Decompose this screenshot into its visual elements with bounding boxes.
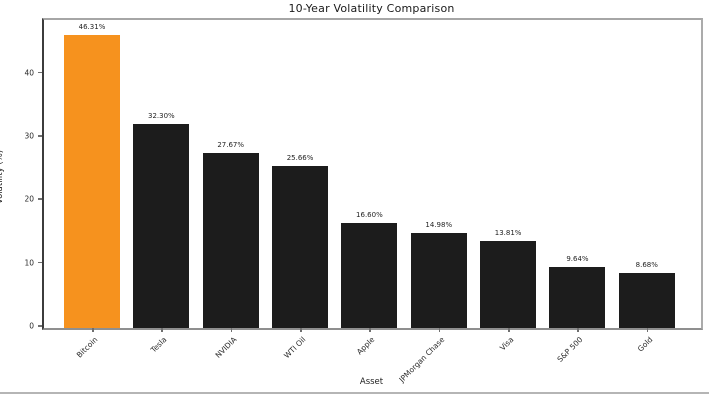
x-tick-label-visa: Visa xyxy=(498,335,516,353)
y-tick-label-30: 30 xyxy=(24,131,34,141)
bar-jpmorgan-chase xyxy=(410,233,467,328)
y-tick-mark xyxy=(38,325,42,327)
bar-bitcoin xyxy=(64,35,120,328)
bar-value-label-apple: 16.60% xyxy=(356,211,383,219)
y-tick-label-20: 20 xyxy=(24,194,34,204)
x-tick-label-nvidia: NVIDIA xyxy=(213,335,239,360)
x-axis-label: Asset xyxy=(359,377,384,387)
x-tick-label-apple: Apple xyxy=(355,335,377,357)
x-tick-mark xyxy=(577,328,579,332)
bar-value-label-tesla: 32.30% xyxy=(147,112,175,120)
y-tick-label-40: 40 xyxy=(24,68,34,78)
bar-value-label-s-p-500: 9.64% xyxy=(566,255,589,263)
x-tick-label-tesla: Tesla xyxy=(149,335,169,355)
y-tick-mark xyxy=(38,71,42,74)
bar-value-label-visa: 13.81% xyxy=(494,229,522,237)
window-bottom-edge xyxy=(0,392,709,394)
x-tick-mark xyxy=(300,328,302,332)
x-tick-mark xyxy=(161,328,163,332)
bar-visa xyxy=(480,241,537,328)
x-tick-mark xyxy=(92,328,94,332)
plot-area xyxy=(42,18,703,330)
x-tick-mark xyxy=(230,328,233,332)
y-tick-mark xyxy=(38,135,42,137)
bar-wti-oil xyxy=(272,166,329,328)
y-tick-mark xyxy=(38,198,42,200)
y-axis-label: Volatility (%) xyxy=(0,149,5,205)
x-tick-label-gold: Gold xyxy=(635,335,655,354)
y-tick-label-0: 0 xyxy=(29,321,34,331)
x-tick-label-wti-oil: WTI Oil xyxy=(282,335,308,361)
bar-value-label-gold: 8.68% xyxy=(635,261,658,269)
chart-title: 10-Year Volatility Comparison xyxy=(288,2,455,15)
bar-nvidia xyxy=(202,153,259,328)
x-tick-mark xyxy=(438,328,441,332)
bar-tesla xyxy=(133,124,190,328)
x-tick-mark xyxy=(369,328,371,332)
bar-apple xyxy=(341,223,398,328)
y-tick-mark xyxy=(38,261,42,264)
bar-value-label-jpmorgan-chase: 14.98% xyxy=(425,221,453,229)
bar-value-label-wti-oil: 25.66% xyxy=(286,154,314,162)
x-tick-mark xyxy=(646,328,649,332)
x-tick-mark xyxy=(508,328,510,332)
bar-gold xyxy=(618,273,675,328)
x-tick-label-bitcoin: Bitcoin xyxy=(74,335,100,360)
x-tick-label-s-p-500: S&P 500 xyxy=(555,335,585,364)
bar-s-p-500 xyxy=(549,267,606,328)
bar-value-label-bitcoin: 46.31% xyxy=(78,23,106,31)
y-tick-label-10: 10 xyxy=(24,258,34,268)
bar-value-label-nvidia: 27.67% xyxy=(217,141,245,149)
